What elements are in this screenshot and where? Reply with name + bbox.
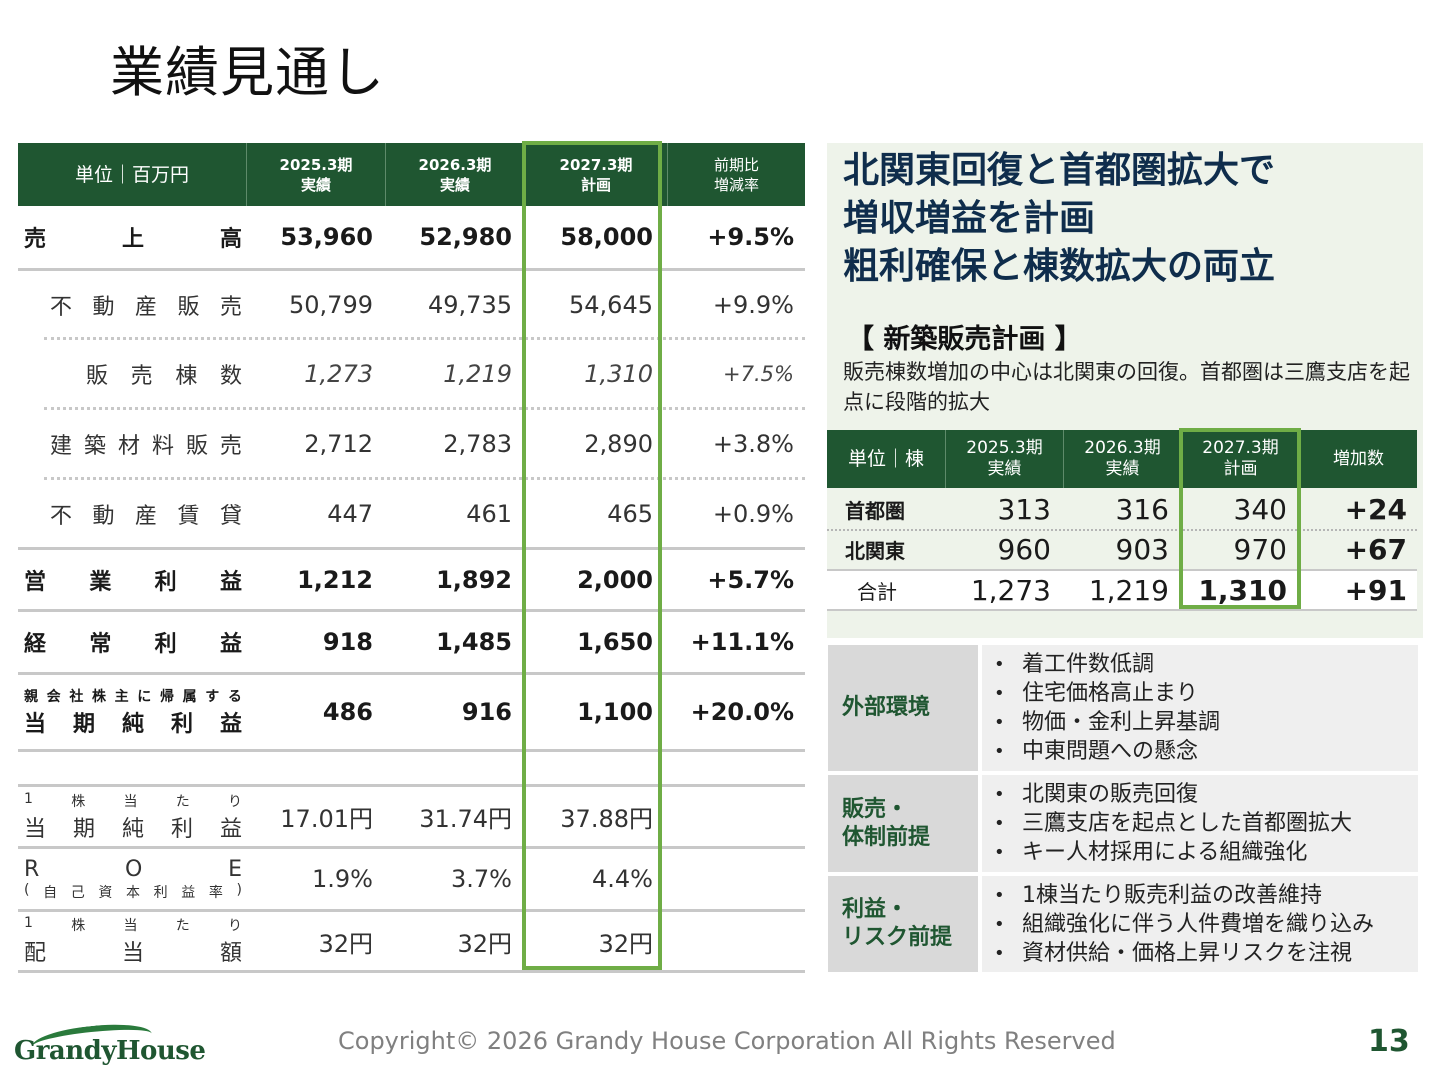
row-label: 販売棟数 <box>86 363 242 389</box>
premise-profit-risk: 利益・ リスク前提 • 1棟当たり販売利益の改善維持 • 組織強化に伴う人件費増を織り… <box>828 876 1418 972</box>
row-label: 不動産販売 <box>50 294 242 320</box>
table-row-real-estate-rental: 不動産賃貸 447 461 465 +0.9% <box>18 480 805 547</box>
row-label: 親会社株主に帰属する 当期純利益 <box>24 689 242 737</box>
sales-plan-panel: 北関東回復と首都圏拡大で 増収増益を計画 粗利確保と棟数拡大の両立 【 新築販売… <box>827 143 1423 638</box>
list-item: • 北関東の販売回復 <box>994 782 1199 807</box>
unit-header: 単位｜百万円 <box>74 163 189 186</box>
premise-label: 外部環境 <box>828 645 978 771</box>
col-header-2026: 2026.3期 実績 <box>418 155 492 194</box>
section-heading: 【 新築販売計画 】 <box>847 324 1082 355</box>
company-logo: GrandyHouse <box>14 1018 214 1072</box>
table-row-operating-profit: 営業利益 1,212 1,892 2,000 +5.7% <box>18 550 805 609</box>
section-description: 販売棟数増加の中心は北関東の回復。首都圏は三鷹支店を起点に段階的拡大 <box>843 360 1410 414</box>
premise-label: 利益・ リスク前提 <box>828 876 978 972</box>
list-item: • 組織強化に伴う人件費増を織り込み <box>994 911 1375 937</box>
list-item: • 資材供給・価格上昇リスクを注視 <box>994 940 1353 966</box>
list-item: • 三鷹支店を起点とした首都圏拡大 <box>994 811 1353 836</box>
list-item: • 物価・金利上昇基調 <box>994 710 1221 735</box>
col-header-2027: 2027.3期 計画 <box>559 155 633 194</box>
units-row-tokyo-metro: 首都圏 313 316 340 +24 <box>845 492 1407 526</box>
copyright-notice: Copyright© 2026 Grandy House Corporation… <box>338 1027 1116 1055</box>
units-table-header: 単位｜棟 2025.3期 実績 2026.3期 実績 2027.3期 計画 増加数 <box>827 430 1417 488</box>
row-label: 建築材料販売 <box>50 433 242 459</box>
row-label: 不動産賃貸 <box>50 503 242 529</box>
list-item: • 着工件数低調 <box>994 652 1155 677</box>
premise-items: • 着工件数低調 • 住宅価格高止まり • 物価・金利上昇基調 • 中東問題への懸念 <box>982 645 1418 771</box>
list-item: • 住宅価格高止まり <box>994 681 1199 706</box>
panel-headline: 北関東回復と首都圏拡大で 増収増益を計画 粗利確保と棟数拡大の両立 <box>843 150 1276 287</box>
units-row-total: 合計 1,273 1,219 1,310 +91 <box>827 571 1417 609</box>
table-header: 単位｜百万円 2025.3期 実績 2026.3期 実績 2027.3期 計画 前期比… <box>18 143 805 206</box>
table-row-units-sold: 販売棟数 1,273 1,219 1,310 +7.5% <box>18 340 805 407</box>
table-row-sales: 売上高 53,960 52,980 58,000 +9.5% <box>18 206 805 268</box>
premise-sales-structure: 販売・ 体制前提 • 北関東の販売回復 • 三鷹支店を起点とした首都圏拡大 • キー人材… <box>828 775 1418 872</box>
row-label: 売上高 <box>24 227 242 252</box>
premise-external-environment: 外部環境 • 着工件数低調 • 住宅価格高止まり • 物価・金利上昇基調 • 中東問題へ… <box>828 645 1418 771</box>
premise-items: • 1棟当たり販売利益の改善維持 • 組織強化に伴う人件費増を織り込み • 資材供給・… <box>982 876 1418 972</box>
page-title: 業績見通し <box>110 41 385 104</box>
col-header-2025: 2025.3期 実績 <box>279 155 353 194</box>
table-row-building-materials: 建築材料販売 2,712 2,783 2,890 +3.8% <box>18 410 805 477</box>
premise-items: • 北関東の販売回復 • 三鷹支店を起点とした首都圏拡大 • キー人材採用による組織強… <box>982 775 1418 872</box>
list-item: • 1棟当たり販売利益の改善維持 <box>994 882 1322 908</box>
list-item: • 中東問題への懸念 <box>994 739 1199 764</box>
units-table: 単位｜棟 2025.3期 実績 2026.3期 実績 2027.3期 計画 増加数 首… <box>827 430 1417 612</box>
table-row-ordinary-profit: 経常利益 918 1,485 1,650 +11.1% <box>18 612 805 672</box>
table-row-real-estate-sales: 不動産販売 50,799 49,735 54,645 +9.9% <box>18 271 805 338</box>
list-item: • キー人材採用による組織強化 <box>994 840 1308 865</box>
col-header-change: 前期比 増減率 <box>713 155 759 194</box>
financial-forecast-table: 単位｜百万円 2025.3期 実績 2026.3期 実績 2027.3期 計画 前期比… <box>18 143 805 973</box>
page-number: 13 <box>1368 1024 1410 1059</box>
table-row-net-income: 親会社株主に帰属する 当期純利益 486 916 1,100 +20.0% <box>18 675 805 749</box>
row-label: 営業利益 <box>24 569 242 595</box>
row-label: 経常利益 <box>24 632 242 657</box>
premise-label: 販売・ 体制前提 <box>828 775 978 872</box>
units-row-north-kanto: 北関東 960 903 970 +67 <box>845 532 1407 566</box>
